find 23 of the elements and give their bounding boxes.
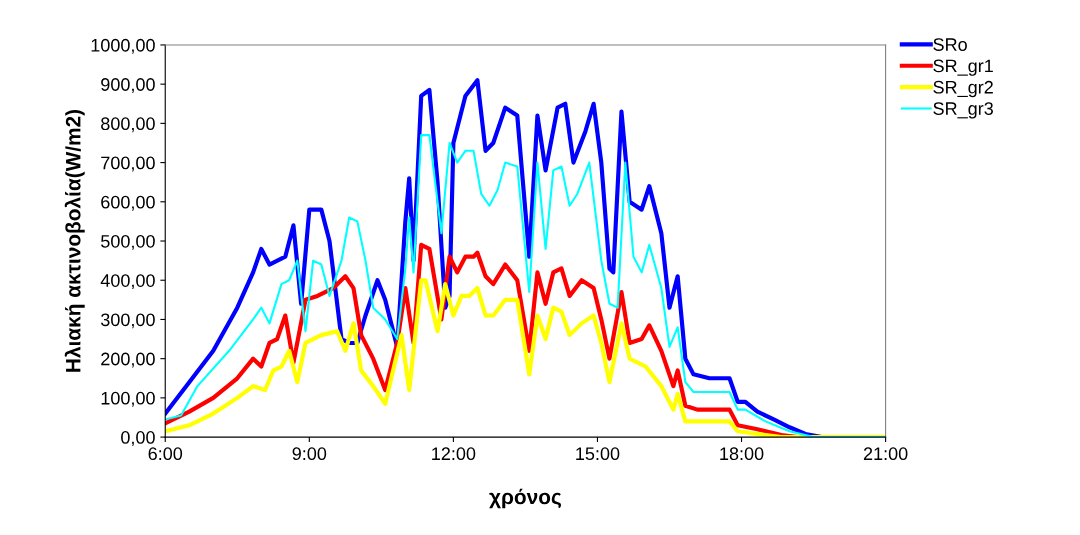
legend-label: SR_gr1 bbox=[933, 59, 993, 76]
legend-label: SRo bbox=[933, 38, 967, 51]
x-axis-title: χρόνος bbox=[489, 488, 561, 509]
legend-label: SR_gr3 bbox=[933, 102, 993, 119]
x-tick-label: 6:00 bbox=[148, 447, 183, 461]
x-tick-label: 15:00 bbox=[576, 447, 620, 461]
y-tick-label: 600,00 bbox=[101, 195, 155, 211]
y-tick-label: 100,00 bbox=[101, 391, 155, 407]
y-tick-label: 1000,00 bbox=[91, 38, 155, 54]
x-tick-label: 18:00 bbox=[720, 447, 764, 461]
y-tick-label: 400,00 bbox=[100, 274, 155, 290]
y-axis-title: Ηλιακή ακτινοβολία(W/m2) bbox=[64, 109, 85, 372]
y-tick-label: 200,00 bbox=[101, 352, 155, 368]
legend-label: SR_gr2 bbox=[933, 80, 993, 98]
y-tick-label: 900,00 bbox=[101, 78, 155, 94]
x-tick-label: 9:00 bbox=[292, 447, 327, 461]
y-tick-label: 500,00 bbox=[101, 234, 155, 250]
x-tick-label: 21:00 bbox=[863, 447, 908, 461]
x-tick-label: 12:00 bbox=[432, 447, 476, 461]
y-tick-label: 0,00 bbox=[121, 431, 155, 446]
y-tick-label: 300,00 bbox=[100, 313, 155, 329]
y-tick-label: 700,00 bbox=[101, 156, 155, 172]
y-tick-label: 800,00 bbox=[101, 117, 155, 133]
